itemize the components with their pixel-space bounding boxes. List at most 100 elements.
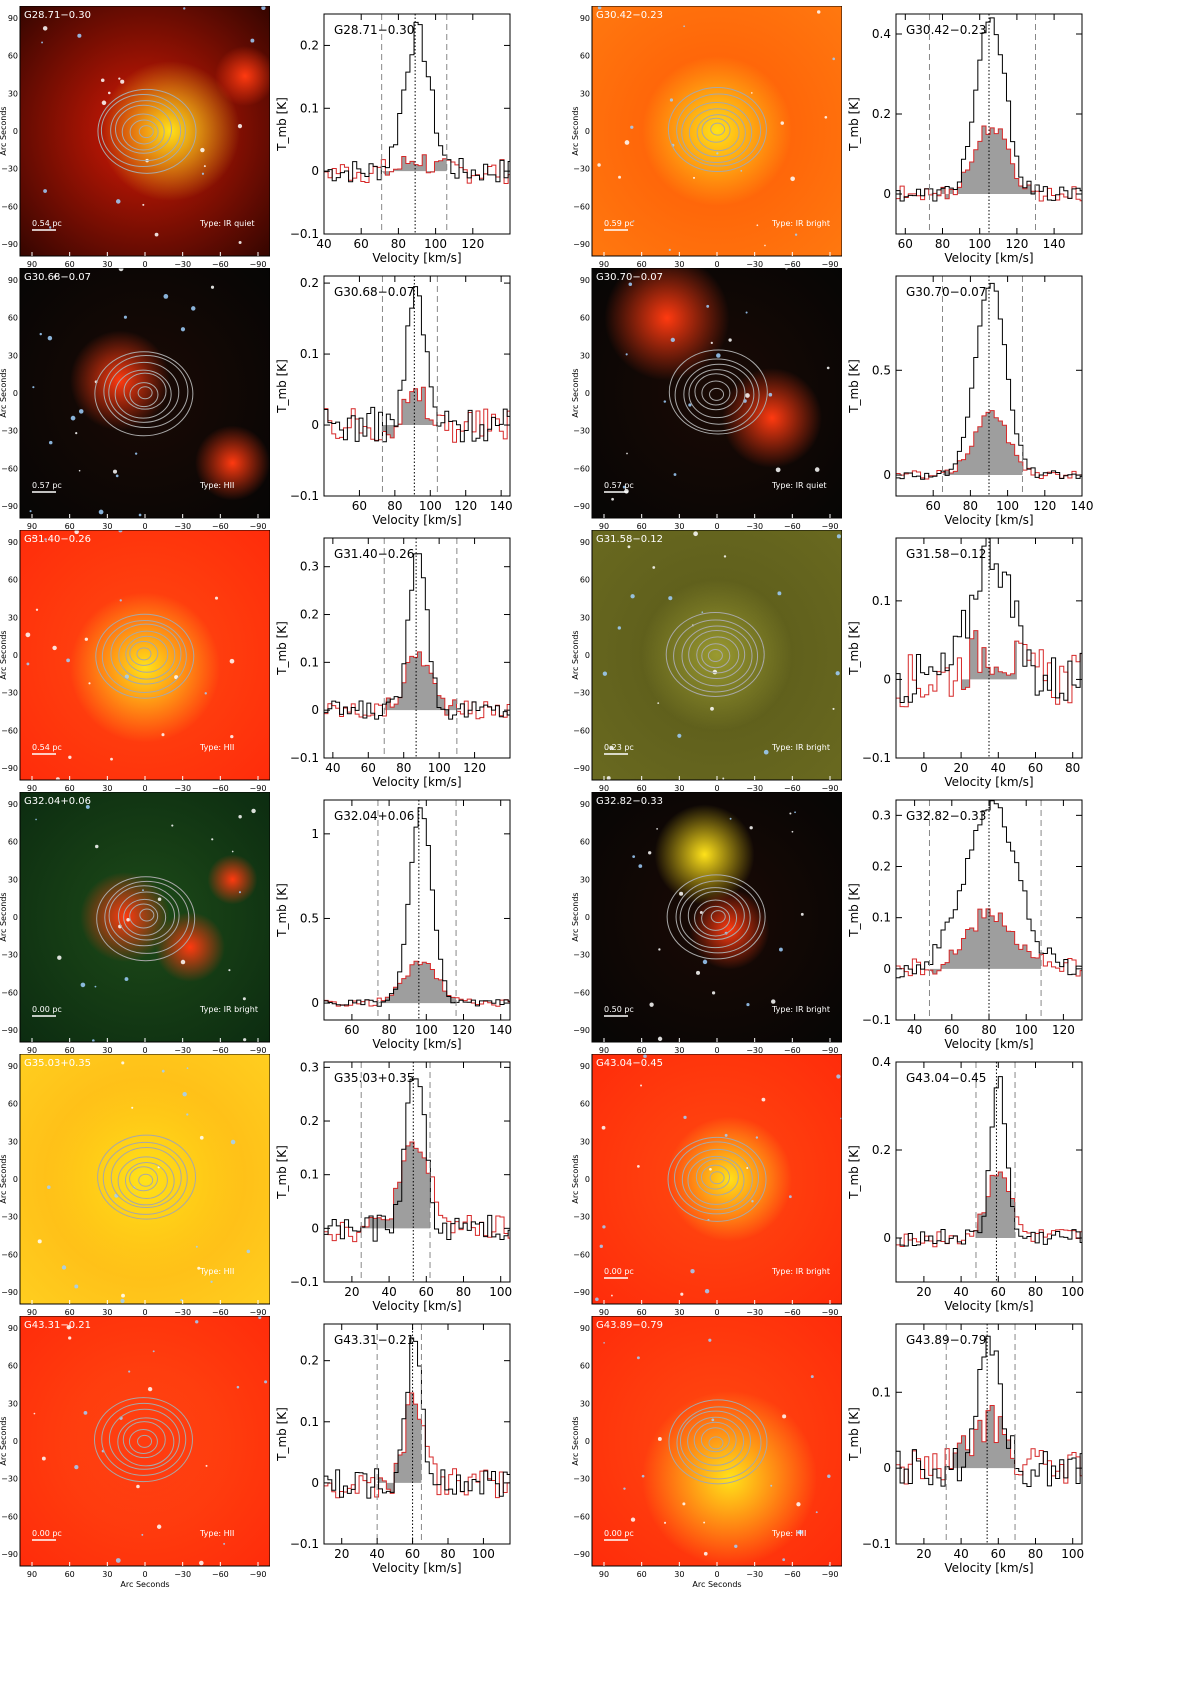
x-tick-label: 60 [944, 1023, 959, 1037]
star [203, 165, 206, 168]
x-tick-label: −90 [822, 1046, 839, 1055]
y-axis-label: T_mb [K] [847, 97, 861, 152]
star [649, 1002, 654, 1007]
x-tick-label: −90 [822, 1308, 839, 1317]
sky-image: G35.03+0.35 Type: HII 90 60 30 0 −30 −60 −90 90 60… [0, 1053, 271, 1327]
spectrum-panel: 60 80 100 120 140 0 0.2 0.4 G30.42−0.23 Velocity … [844, 6, 1084, 266]
y-tick-label: −90 [1, 240, 18, 249]
y-axis-label: Arc Seconds [572, 1416, 580, 1465]
contour [123, 898, 167, 936]
y-tick-label: 0 [883, 962, 891, 976]
star [229, 658, 235, 664]
contour [696, 636, 740, 674]
contour [665, 611, 765, 697]
spectrum-plot: 20 40 60 80 100 −0.1 0 0.1 0.2 G43.31−0.21 Velocit… [275, 1323, 511, 1575]
star [663, 400, 667, 403]
spectrum-panel: 40 60 80 100 120 −0.1 0 0.1 0.2 0.3 G32.82−0.33 Vel… [844, 792, 1084, 1052]
plot-area [896, 276, 1082, 496]
star [98, 509, 104, 515]
x-tick-label: 40 [953, 1547, 968, 1561]
x-tick-label: −60 [212, 1046, 229, 1055]
type-label: Type: IR bright [771, 219, 830, 228]
contour [101, 1402, 187, 1476]
y-tick-label: 0.2 [300, 1114, 319, 1128]
star [44, 538, 47, 541]
y-tick-label: −30 [1, 1213, 18, 1222]
x-tick-label: −60 [212, 1308, 229, 1317]
star [131, 1106, 134, 1109]
star [68, 755, 72, 759]
black-spectrum [324, 1337, 510, 1499]
star [66, 1325, 71, 1330]
star [669, 98, 674, 102]
star [138, 513, 142, 517]
x-tick-label: 80 [1065, 761, 1080, 775]
star [636, 1356, 640, 1360]
y-tick-label: 0 [13, 127, 18, 136]
x-tick-label: 40 [953, 1285, 968, 1299]
star [702, 959, 708, 965]
y-axis-label: T_mb [K] [847, 1145, 861, 1200]
star [699, 910, 703, 914]
source-label: G30.68−0.07 [24, 272, 91, 283]
star [26, 662, 30, 666]
contour [124, 1162, 168, 1200]
red-spectrum [324, 651, 510, 720]
plot-area [324, 538, 510, 758]
star [601, 1125, 606, 1130]
y-tick-label: −30 [1, 689, 18, 698]
star [768, 392, 773, 397]
star [622, 485, 626, 489]
star [708, 1338, 712, 1342]
star [120, 1298, 125, 1304]
star [682, 1502, 686, 1506]
x-tick-label: 60 [637, 522, 647, 531]
y-tick-label: −0.1 [290, 751, 319, 765]
x-axis-label: Velocity [km/s] [372, 513, 461, 527]
y-tick-label: 0.3 [300, 1060, 319, 1074]
x-tick-label: −90 [250, 260, 267, 269]
star [243, 1038, 247, 1042]
contour [118, 630, 176, 680]
y-tick-label: −60 [573, 1512, 590, 1521]
star [716, 152, 719, 155]
black-spectrum [324, 286, 510, 443]
y-tick-label: −30 [573, 689, 590, 698]
contour [96, 876, 196, 962]
star [770, 1484, 773, 1487]
x-tick-label: −30 [746, 1046, 763, 1055]
x-tick-label: 100 [415, 1023, 438, 1037]
x-tick-label: −60 [784, 1046, 801, 1055]
contour [123, 372, 167, 410]
emission-blob [689, 889, 770, 970]
star [210, 285, 215, 289]
star [704, 1288, 710, 1294]
contour [695, 1158, 739, 1196]
star [195, 1245, 198, 1248]
y-tick-label: 0.2 [872, 860, 891, 874]
axes-frame [323, 537, 511, 759]
star [740, 169, 743, 172]
spectrum-title: G28.71−0.30 [334, 23, 414, 37]
star [182, 1091, 187, 1097]
emission-blob [642, 1391, 817, 1566]
star [771, 999, 776, 1004]
star [124, 674, 129, 679]
spectrum-title: G43.31−0.21 [334, 1333, 414, 1347]
x-tick-label: 90 [599, 1308, 609, 1317]
contour [707, 648, 723, 662]
contour [681, 1148, 753, 1210]
star [100, 78, 105, 82]
star [657, 1437, 662, 1441]
x-tick-label: 100 [424, 237, 447, 251]
star [832, 57, 836, 61]
y-axis-label: Arc Seconds [572, 630, 580, 679]
sky-image: G28.71−0.30 0.54 pc Type: IR quiet 90 60 30 0 −… [0, 5, 275, 279]
sky-image: G30.70−0.07 0.57 pc Type: IR quiet 90 60 30 0 −… [571, 255, 843, 541]
star [794, 811, 796, 814]
x-tick-label: 90 [599, 784, 609, 793]
x-tick-label: 20 [953, 761, 968, 775]
star [110, 757, 113, 761]
type-label: Type: IR bright [199, 1005, 258, 1014]
y-tick-label: 0.4 [872, 27, 891, 41]
